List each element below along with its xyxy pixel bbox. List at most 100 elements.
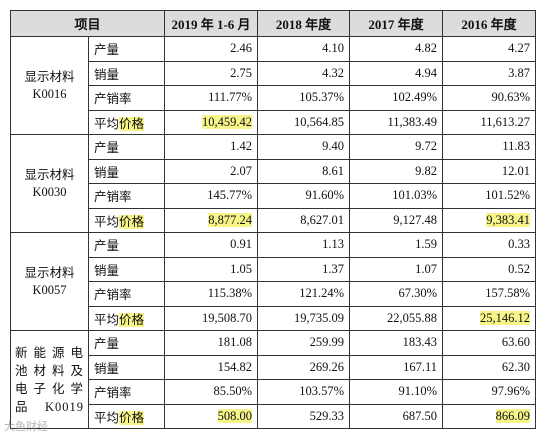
value-text: 10,564.85 [294,114,345,129]
value-cell: 22,055.88 [349,305,444,331]
table-row: 销量 2.75 4.32 4.94 3.87 [11,60,537,86]
table-row: 显示材料 K0030 产量 1.42 9.40 9.72 11.83 [10,134,537,233]
value-cell: 0.91 [164,232,259,258]
value-cell: 2.07 [164,158,259,184]
value-text: 11,383.49 [387,114,438,129]
header-row: 项目 2019 年 1-6 月 2018 年度 2017 年度 2016 年度 [9,10,537,37]
metric-label-cell: 平均价格 [87,403,166,429]
production-sales-table: 项目 2019 年 1-6 月 2018 年度 2017 年度 2016 年度 … [9,10,537,429]
value-text: 0.52 [508,261,531,276]
value-cell: 0.52 [442,256,537,282]
table-row: 显示材料 K0057 产量 0.91 1.13 1.59 0.33 [10,232,537,331]
metric-label-cell: 平均价格 [87,207,166,233]
metric-label-highlight: 价格 [119,410,145,425]
value-cell: 1.13 [257,232,351,258]
value-cell: 259.99 [257,330,351,356]
value-cell: 1.59 [349,232,444,258]
value-text: 2.75 [230,65,253,80]
value-cell: 167.11 [349,354,444,380]
value-cell: 10,564.85 [257,109,351,135]
metric-label-prefix: 平均 [94,116,120,131]
value-cell: 4.94 [349,60,444,86]
value-text: 1.37 [322,261,345,276]
value-text: 508.00 [217,408,253,423]
group-name-line: 池材料及 [15,363,84,378]
value-text: 11.83 [502,139,531,154]
value-cell: 529.33 [257,403,351,429]
table-row: 平均价格 10,459.42 10,564.85 11,383.49 11,613.27 [11,109,537,135]
table-row: 产销率 85.50% 103.57% 91.10% 97.96% [11,379,537,405]
value-cell: 687.50 [349,403,444,429]
value-cell: 183.43 [349,330,444,356]
value-cell: 91.10% [349,379,444,405]
value-cell: 1.37 [257,256,351,282]
group-name-line: 显示材料 [24,69,75,84]
value-cell: 8,877.24 [164,207,259,233]
value-text: 9.40 [322,139,345,154]
value-text: 1.05 [230,261,253,276]
value-cell: 4.32 [257,60,351,86]
group-name-line: 品 K0019 [15,399,84,414]
value-cell: 85.50% [164,379,259,405]
value-text: 67.30% [398,286,438,301]
value-text: 866.09 [495,408,531,423]
value-cell: 1.42 [164,134,259,160]
value-text: 1.07 [415,261,438,276]
value-text: 19,735.09 [294,310,345,325]
value-cell: 3.87 [442,60,537,86]
value-text: 97.96% [491,384,531,399]
value-cell: 11,613.27 [442,109,537,135]
metric-label-prefix: 平均 [94,312,120,327]
value-text: 529.33 [309,408,345,423]
value-text: 687.50 [402,408,438,423]
value-text: 105.37% [299,90,345,105]
value-text: 145.77% [207,188,253,203]
value-text: 12.01 [501,163,531,178]
value-cell: 62.30 [442,354,537,380]
value-cell: 2.46 [164,36,259,62]
header-item: 项目 [9,10,166,37]
group-name-cell: 显示材料 K0030 [10,134,89,233]
value-cell: 12.01 [442,158,537,184]
table-row: 销量 154.82 269.26 167.11 62.30 [11,354,537,380]
value-cell: 181.08 [164,330,259,356]
value-cell: 154.82 [164,354,259,380]
value-text: 9,383.41 [486,212,531,227]
header-2018: 2018 年度 [257,10,351,37]
value-cell: 2.75 [164,60,259,86]
watermark-logo: 大鱼财经 [4,420,48,433]
value-text: 4.94 [415,65,438,80]
metric-label-cell: 销量 [87,256,166,282]
value-cell: 103.57% [257,379,351,405]
group-name-line: 电子化学 [15,381,84,396]
metric-label-cell: 产量 [87,36,166,62]
value-text: 101.52% [485,188,531,203]
value-cell: 19,508.70 [164,305,259,331]
value-cell: 97.96% [442,379,537,405]
value-cell: 1.05 [164,256,259,282]
value-text: 90.63% [491,90,531,105]
value-cell: 25,146.12 [442,305,537,331]
value-text: 101.03% [392,188,438,203]
value-text: 4.10 [322,41,345,56]
value-cell: 111.77% [164,85,259,111]
metric-label-prefix: 平均 [94,410,120,425]
value-text: 25,146.12 [480,310,531,325]
value-cell: 10,459.42 [164,109,259,135]
value-text: 9.82 [415,163,438,178]
value-cell: 19,735.09 [257,305,351,331]
value-text: 0.91 [230,237,253,252]
metric-label-cell: 产销率 [87,183,166,209]
value-cell: 91.60% [257,183,351,209]
table-row: 平均价格 19,508.70 19,735.09 22,055.88 25,146.12 [11,305,537,331]
value-text: 91.10% [398,384,438,399]
value-text: 4.27 [508,41,531,56]
value-cell: 63.60 [442,330,537,356]
group-name-line: K0030 [32,184,67,199]
value-cell: 4.82 [349,36,444,62]
data-table-container: 项目 2019 年 1-6 月 2018 年度 2017 年度 2016 年度 … [9,10,537,429]
metric-label-cell: 产量 [87,330,166,356]
value-cell: 67.30% [349,281,444,307]
value-text: 181.08 [217,335,253,350]
value-cell: 8.61 [257,158,351,184]
